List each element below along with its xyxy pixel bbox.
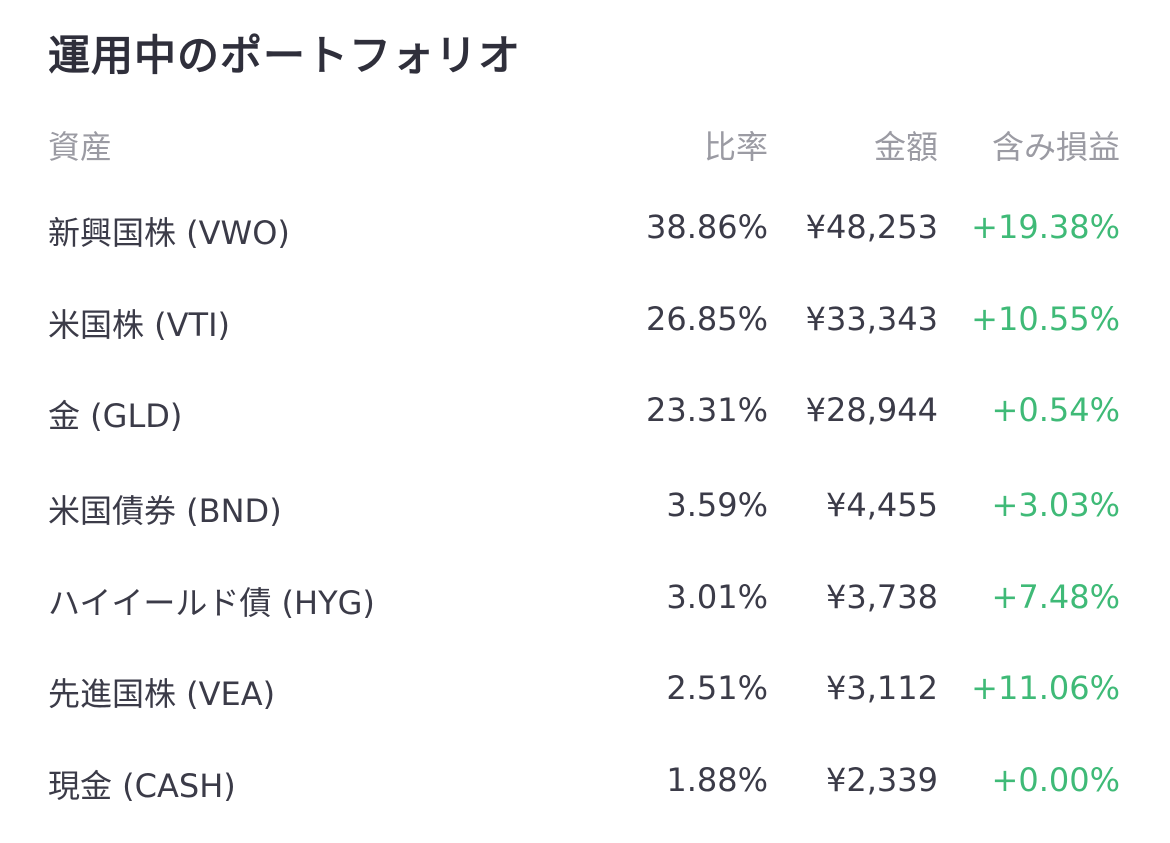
- asset-name: 新興国株 (VWO): [48, 214, 290, 252]
- table-row[interactable]: 米国債券 (BND) 3.59% ¥4,455 +3.03%: [0, 486, 1170, 536]
- header-asset: 資産: [48, 128, 113, 166]
- table-header: 資産 比率 金額 含み損益: [0, 122, 1170, 166]
- asset-unrealized-pl: +19.38%: [971, 208, 1120, 246]
- asset-amount: ¥3,112: [826, 669, 938, 707]
- asset-amount: ¥33,343: [805, 300, 938, 338]
- table-row[interactable]: ハイイールド債 (HYG) 3.01% ¥3,738 +7.48%: [0, 578, 1170, 628]
- asset-ratio: 38.86%: [645, 208, 768, 246]
- asset-unrealized-pl: +3.03%: [991, 486, 1120, 524]
- asset-unrealized-pl: +0.54%: [991, 391, 1120, 429]
- asset-name: ハイイールド債 (HYG): [48, 584, 375, 622]
- asset-ratio: 2.51%: [666, 669, 768, 707]
- header-unrealized-pl: 含み損益: [991, 128, 1120, 166]
- asset-ratio: 23.31%: [645, 391, 768, 429]
- asset-amount: ¥48,253: [805, 208, 938, 246]
- header-amount: 金額: [873, 128, 938, 166]
- asset-ratio: 1.88%: [666, 761, 768, 799]
- asset-unrealized-pl: +7.48%: [991, 578, 1120, 616]
- header-ratio: 比率: [703, 128, 768, 166]
- table-row[interactable]: 金 (GLD) 23.31% ¥28,944 +0.54%: [0, 391, 1170, 441]
- asset-ratio: 3.01%: [666, 578, 768, 616]
- asset-name: 米国債券 (BND): [48, 492, 282, 530]
- asset-unrealized-pl: +11.06%: [971, 669, 1120, 707]
- asset-name: 現金 (CASH): [48, 767, 236, 805]
- table-row[interactable]: 米国株 (VTI) 26.85% ¥33,343 +10.55%: [0, 300, 1170, 350]
- asset-unrealized-pl: +10.55%: [971, 300, 1120, 338]
- table-row[interactable]: 現金 (CASH) 1.88% ¥2,339 +0.00%: [0, 761, 1170, 811]
- asset-ratio: 26.85%: [645, 300, 768, 338]
- asset-unrealized-pl: +0.00%: [991, 761, 1120, 799]
- table-row[interactable]: 先進国株 (VEA) 2.51% ¥3,112 +11.06%: [0, 669, 1170, 719]
- asset-amount: ¥4,455: [826, 486, 938, 524]
- asset-amount: ¥2,339: [826, 761, 938, 799]
- asset-amount: ¥28,944: [805, 391, 938, 429]
- page-title: 運用中のポートフォリオ: [48, 31, 522, 80]
- asset-ratio: 3.59%: [666, 486, 768, 524]
- asset-name: 金 (GLD): [48, 397, 183, 435]
- table-row[interactable]: 新興国株 (VWO) 38.86% ¥48,253 +19.38%: [0, 208, 1170, 258]
- asset-name: 先進国株 (VEA): [48, 675, 276, 713]
- asset-amount: ¥3,738: [826, 578, 938, 616]
- asset-name: 米国株 (VTI): [48, 306, 231, 344]
